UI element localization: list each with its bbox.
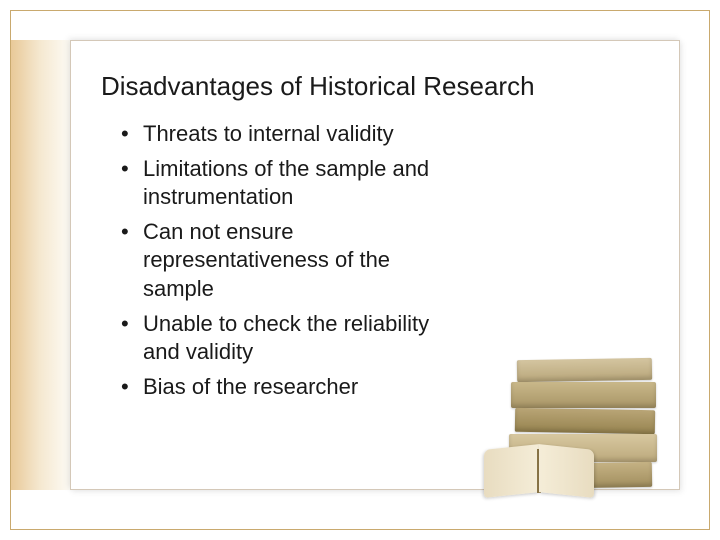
bullet-item: Bias of the researcher bbox=[121, 373, 451, 402]
book-icon bbox=[517, 358, 652, 382]
bullet-item: Threats to internal validity bbox=[121, 120, 451, 149]
book-icon bbox=[511, 382, 656, 408]
books-decoration bbox=[509, 259, 659, 489]
slide-title: Disadvantages of Historical Research bbox=[71, 41, 679, 120]
bullet-item: Limitations of the sample and instrument… bbox=[121, 155, 451, 212]
book-icon bbox=[515, 408, 655, 434]
bullet-item: Unable to check the reliability and vali… bbox=[121, 310, 451, 367]
bullet-item: Can not ensure representativeness of the… bbox=[121, 218, 451, 304]
content-panel: Disadvantages of Historical Research Thr… bbox=[70, 40, 680, 490]
bullet-list: Threats to internal validity Limitations… bbox=[71, 120, 491, 401]
open-book-icon bbox=[484, 440, 594, 495]
